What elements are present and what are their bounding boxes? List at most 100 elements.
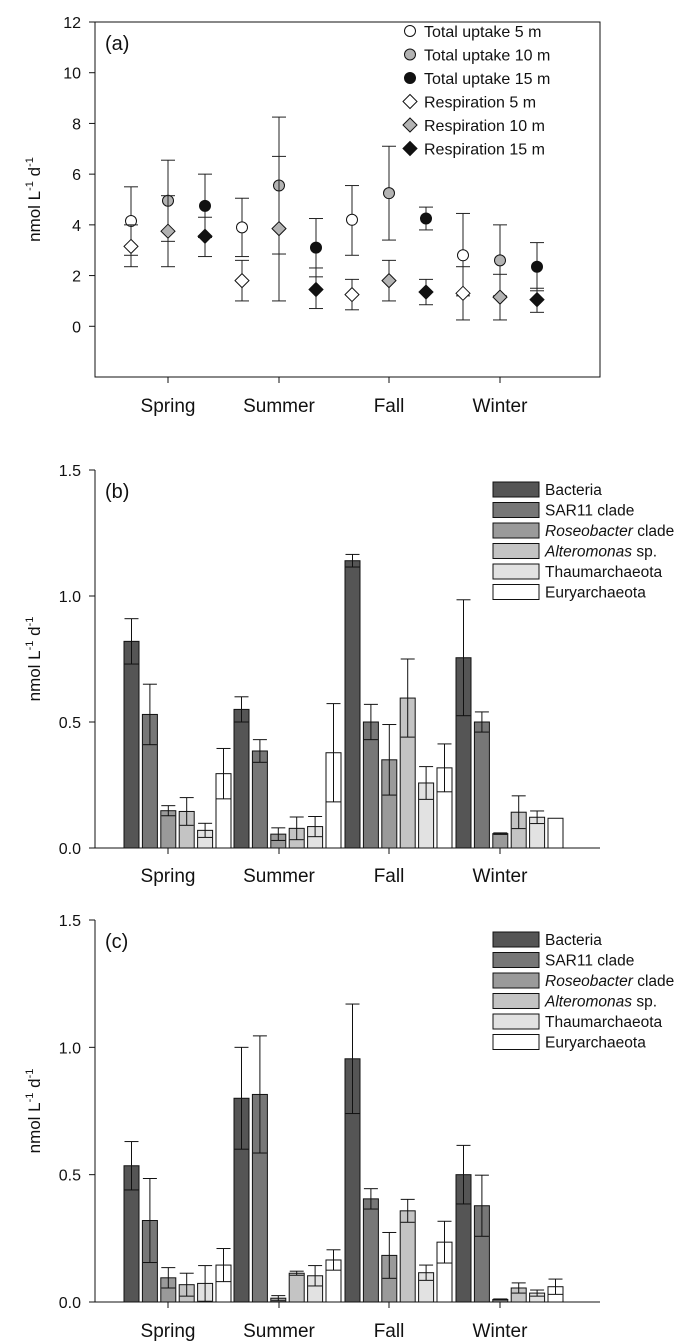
panel-1: 0.0 0.5 1.0 1.5 Spring Summer Fall Winter (b) nmo… [24,463,674,887]
y-axis-label-part: -1 [24,1093,36,1103]
legend-swatch [492,931,540,948]
y-tick-label: 1.5 [59,463,81,480]
bar [362,721,379,849]
y-tick-label: 4 [72,218,81,235]
y-tick-label: 1.0 [59,1040,81,1057]
data-point [383,187,395,200]
legend-swatch [492,563,540,580]
y-axis-label-part: -1 [24,641,36,651]
panel-label: (a) [105,33,129,55]
x-tick-label: Fall [374,1321,405,1342]
legend-label-rest: sp. [632,544,657,561]
legend-swatch [492,502,540,518]
data-point [310,241,322,254]
data-point [531,260,543,273]
panel-2: 0.0 0.5 1.0 1.5 Spring Summer Fall Winter (c) nmo… [24,913,674,1342]
legend-swatch [492,1013,540,1030]
data-point [160,223,176,239]
data-point [271,220,287,237]
legend-label: Euryarchaeota [545,1035,646,1052]
bar [160,810,177,849]
x-tick-label: Fall [374,396,405,417]
bar [473,721,490,849]
legend-label: Respiration 15 m [424,142,545,159]
legend-label: SAR11 clade [545,503,634,520]
data-point [199,199,211,212]
y-axis-label-part: d [25,626,44,640]
x-tick-label: Spring [141,1321,196,1342]
bar [123,640,140,849]
legend-label-italic: Alteromonas [544,544,632,561]
data-point [457,249,469,262]
legend-label: Total uptake 5 m [424,24,541,41]
y-axis-label-part: d [25,167,44,181]
x-tick-label: Summer [243,1321,315,1342]
y-tick-label: 2 [72,269,81,286]
y-tick-label: 10 [63,66,81,83]
legend-label-italic: Alteromonas [544,994,632,1011]
legend-label: Total uptake 10 m [424,48,550,65]
x-tick-label: Fall [374,866,405,887]
data-point [492,289,508,305]
legend-swatch [492,543,540,559]
y-axis-label-part: nmol L [25,191,44,242]
y-tick-label: 0.5 [59,1168,81,1185]
data-point [420,212,432,225]
x-tick-label: Summer [243,396,315,417]
legend-marker [404,25,416,37]
bar [233,708,250,849]
data-point [234,272,250,289]
legend-label-rest: clade [633,523,674,540]
y-axis-label: nmol L-1 d-1 [24,1069,44,1154]
y-axis-label: nmol L-1 d-1 [24,617,44,702]
panel-0: 0 2 4 6 8 10 12 Spring Summer Fall Winter (a) nmol L… [24,15,601,417]
data-point [381,272,397,289]
legend-label-italic: Roseobacter [545,973,634,990]
y-axis-label-part: nmol L [25,1102,44,1153]
bar [288,1272,305,1303]
legend-swatch [492,993,540,1009]
x-tick-label: Winter [473,1321,529,1342]
legend-label: Respiration 10 m [424,118,545,135]
bar [399,1210,416,1303]
legend-label: Alteromonas sp. [544,994,657,1011]
legend-label-italic: Roseobacter [545,523,634,540]
x-tick-label: Summer [243,866,315,887]
y-tick-label: 8 [72,116,81,133]
data-point [236,221,248,234]
data-point [455,285,471,302]
y-tick-label: 0.0 [59,841,81,858]
y-tick-label: 12 [63,15,81,32]
legend-label: Thaumarchaeota [545,1014,663,1031]
data-point [308,281,324,298]
y-axis-label-part: -1 [24,157,36,167]
legend-marker [402,140,418,157]
legend-label: Total uptake 15 m [424,71,550,88]
data-point [346,213,358,226]
legend-label: Bacteria [545,932,602,949]
y-tick-label: 0.0 [59,1295,81,1312]
legend-label: Roseobacter clade [545,523,674,540]
legend-swatch [492,1034,540,1050]
panel-label: (b) [105,481,129,503]
panel-label: (c) [105,931,128,953]
y-axis-label: nmol L-1 d-1 [24,157,44,242]
x-tick-label: Winter [473,866,529,887]
legend-label: Euryarchaeota [545,585,646,602]
y-axis-label-part: -1 [24,181,36,191]
y-axis-label-part: -1 [24,1069,36,1079]
y-tick-label: 1.5 [59,913,81,930]
legend-swatch [492,952,540,968]
bar [344,560,361,849]
data-point [344,286,360,303]
x-tick-label: Winter [473,396,529,417]
bar [492,833,509,849]
x-tick-label: Spring [141,396,196,417]
legend-swatch [492,522,540,539]
legend-label-rest: clade [633,973,674,990]
legend-marker [404,72,416,84]
y-tick-label: 6 [72,167,81,184]
legend-swatch [492,972,540,989]
y-axis-label-part: d [25,1078,44,1092]
